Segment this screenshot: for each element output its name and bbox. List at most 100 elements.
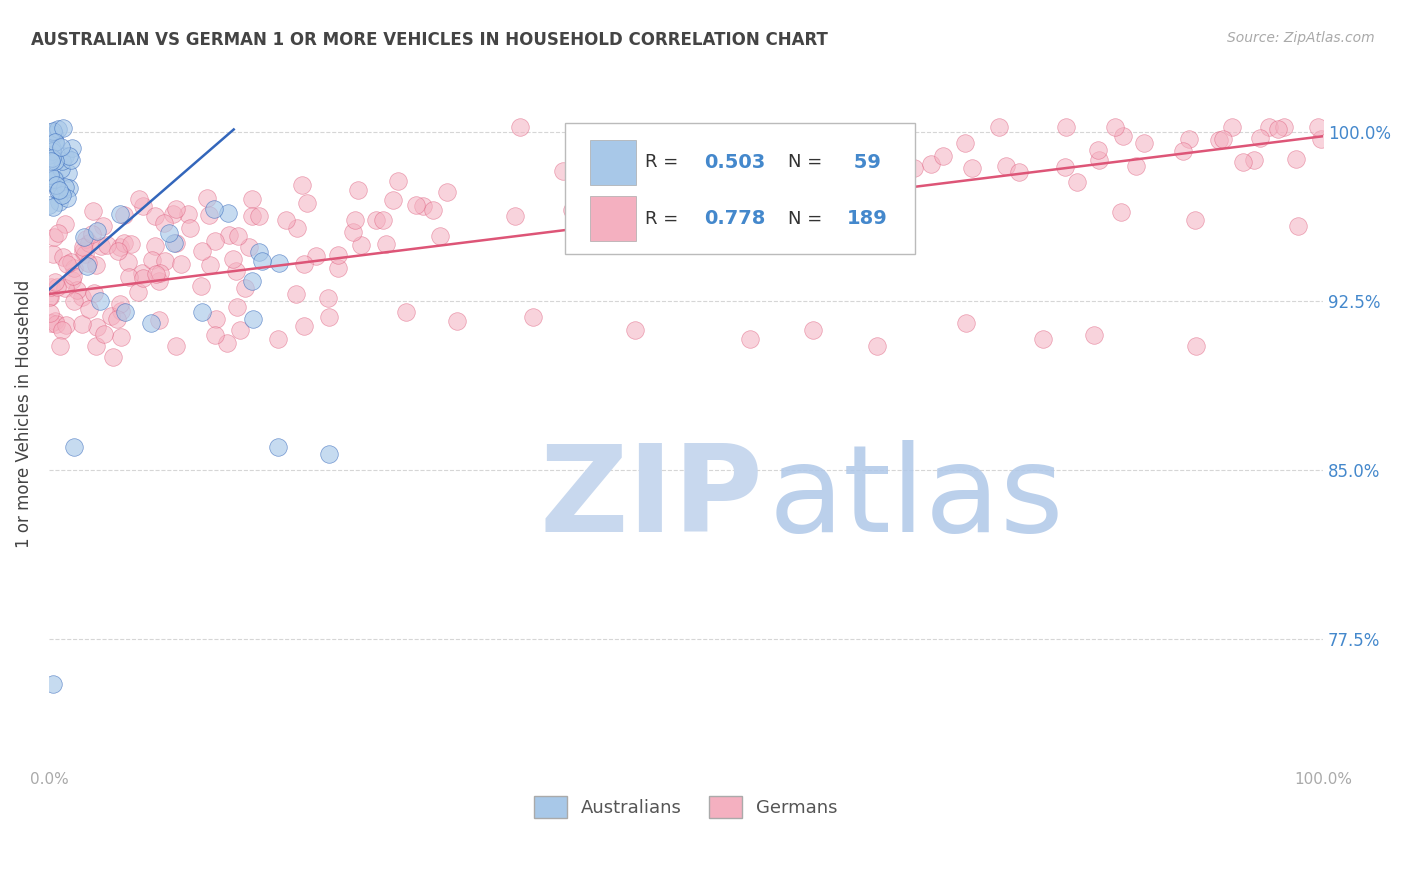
Point [326, 248, 349, 262]
Point [86, 224, 108, 238]
Point [90, 239, 112, 253]
Point [225, 264, 247, 278]
Point [55, 149, 77, 163]
Point [44, 174, 66, 188]
Point [56, 257, 79, 271]
Point [1171, 145, 1194, 159]
Point [107, 244, 129, 259]
Point [191, 244, 214, 258]
Point [683, 164, 706, 178]
Point [73, 247, 96, 261]
Text: 0.778: 0.778 [704, 210, 765, 228]
Point [217, 206, 239, 220]
Point [51, 188, 73, 202]
Point [46, 226, 69, 240]
Point [39, 290, 62, 304]
Point [139, 316, 162, 330]
Point [41, 151, 63, 165]
Point [39, 125, 62, 139]
Point [395, 305, 418, 319]
Point [1104, 120, 1126, 135]
Point [42, 677, 65, 691]
Text: atlas: atlas [769, 440, 1064, 557]
Point [118, 270, 141, 285]
Point [1286, 219, 1309, 234]
FancyBboxPatch shape [565, 123, 915, 254]
Point [55, 318, 77, 333]
Point [387, 174, 409, 188]
Point [55, 179, 77, 194]
Point [53, 217, 76, 231]
Point [217, 335, 239, 350]
Point [44, 275, 66, 289]
Point [205, 312, 228, 326]
Point [162, 236, 184, 251]
Point [165, 202, 187, 217]
Point [1112, 128, 1135, 143]
Point [84, 339, 107, 353]
Point [1177, 132, 1199, 146]
Point [250, 254, 273, 268]
Point [117, 255, 139, 269]
Point [789, 153, 811, 168]
Point [44, 230, 66, 244]
Point [66, 284, 89, 298]
Text: AUSTRALIAN VS GERMAN 1 OR MORE VEHICLES IN HOUSEHOLD CORRELATION CHART: AUSTRALIAN VS GERMAN 1 OR MORE VEHICLES … [31, 31, 828, 49]
Point [77, 301, 100, 316]
Y-axis label: 1 or more Vehicles in Household: 1 or more Vehicles in Household [15, 279, 32, 548]
Point [932, 149, 955, 163]
Point [285, 221, 308, 235]
Point [661, 204, 683, 219]
Point [56, 191, 79, 205]
Point [51, 153, 73, 168]
Point [903, 161, 925, 176]
Point [42, 124, 65, 138]
Point [343, 212, 366, 227]
Point [53, 281, 76, 295]
Point [60, 153, 83, 168]
Point [89, 293, 111, 308]
Point [995, 159, 1018, 173]
Point [364, 213, 387, 227]
Point [803, 323, 825, 337]
Point [101, 350, 124, 364]
Point [72, 240, 94, 254]
Point [274, 213, 297, 227]
Point [143, 239, 166, 253]
Point [166, 236, 188, 251]
Point [522, 310, 544, 324]
Point [153, 216, 176, 230]
Point [503, 209, 526, 223]
Point [44, 154, 66, 169]
Point [1109, 205, 1132, 219]
Point [51, 186, 73, 201]
Point [38, 147, 60, 161]
Point [955, 316, 977, 330]
Point [226, 228, 249, 243]
Point [626, 190, 648, 204]
Point [44, 135, 66, 149]
Point [52, 121, 75, 136]
Point [41, 141, 63, 155]
Point [1258, 120, 1281, 135]
Point [39, 316, 62, 330]
Point [247, 209, 270, 223]
Point [1285, 152, 1308, 166]
Point [240, 193, 263, 207]
Text: 59: 59 [846, 153, 880, 172]
Point [1053, 160, 1076, 174]
Point [127, 285, 149, 300]
Point [382, 193, 405, 207]
Point [1008, 165, 1031, 179]
Point [436, 186, 458, 200]
Point [70, 318, 93, 332]
Point [76, 259, 98, 273]
Point [83, 286, 105, 301]
Point [46, 184, 69, 198]
Point [446, 314, 468, 328]
Point [292, 257, 315, 271]
Point [179, 220, 201, 235]
Point [1125, 159, 1147, 173]
Point [304, 249, 326, 263]
Point [987, 120, 1010, 135]
